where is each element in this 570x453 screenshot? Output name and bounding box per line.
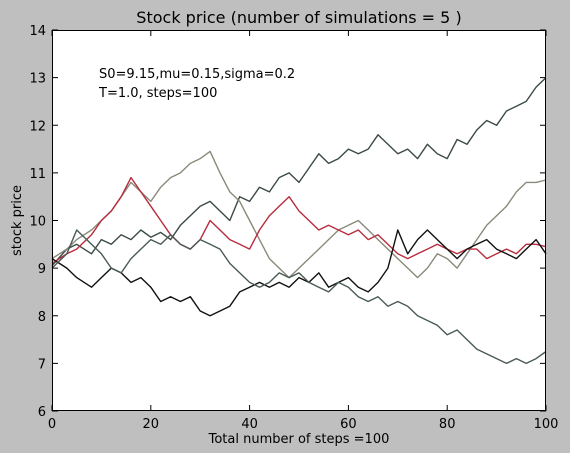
y-tick-label-5: 11 bbox=[29, 167, 46, 182]
chart-title: Stock price (number of simulations = 5 ) bbox=[136, 8, 461, 27]
x-axis-label: Total number of steps =100 bbox=[208, 432, 390, 447]
x-tick-label-3: 60 bbox=[340, 417, 357, 432]
y-tick-label-7: 13 bbox=[29, 72, 46, 87]
y-tick-label-0: 6 bbox=[38, 405, 46, 420]
y-tick-label-6: 12 bbox=[29, 119, 46, 134]
y-tick-label-3: 9 bbox=[38, 262, 46, 277]
series-line-5 bbox=[51, 229, 547, 365]
series-line-4 bbox=[51, 229, 547, 317]
x-tick-label-5: 100 bbox=[534, 417, 559, 432]
series-line-1 bbox=[51, 77, 547, 267]
annotation-steps: T=1.0, steps=100 bbox=[98, 86, 217, 101]
x-tick-label-4: 80 bbox=[439, 417, 456, 432]
ticks-layer: 0 20 40 60 80 100 6 7 8 9 10 11 12 13 14 bbox=[29, 24, 558, 432]
x-tick-label-1: 20 bbox=[143, 417, 160, 432]
plot-frame bbox=[52, 30, 546, 411]
plot-area bbox=[52, 30, 546, 411]
y-axis-label: stock price bbox=[10, 185, 25, 256]
series-layer bbox=[51, 77, 547, 365]
y-tick-label-4: 10 bbox=[29, 215, 46, 230]
x-tick-label-2: 40 bbox=[241, 417, 258, 432]
y-tick-label-8: 14 bbox=[29, 24, 46, 39]
y-tick-label-1: 7 bbox=[38, 357, 46, 372]
annotation-params: S0=9.15,mu=0.15,sigma=0.2 bbox=[99, 67, 295, 82]
x-tick-label-0: 0 bbox=[48, 417, 56, 432]
y-tick-label-2: 8 bbox=[38, 310, 46, 325]
